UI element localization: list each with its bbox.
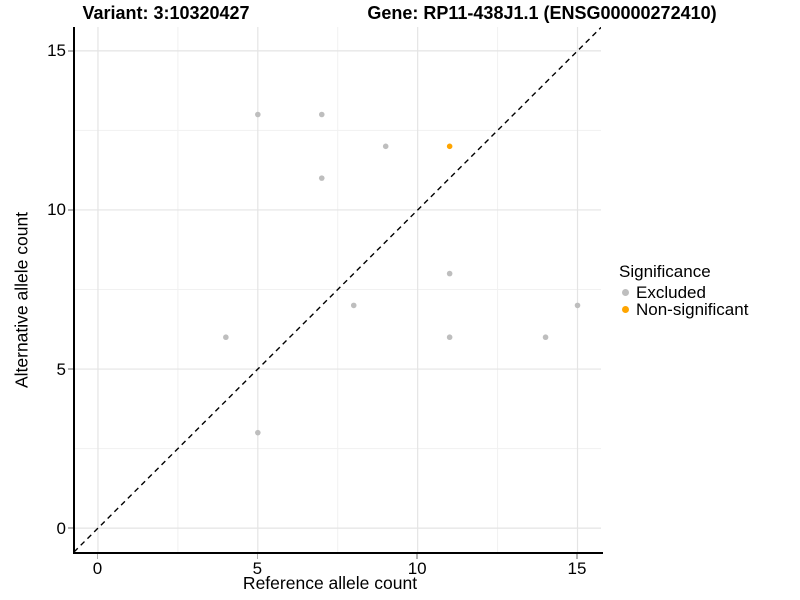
data-point-excluded [574, 302, 580, 309]
data-point-excluded [350, 302, 357, 309]
x-tick-mark [576, 554, 578, 559]
x-axis-line [72, 552, 603, 554]
plot-panel [73, 27, 601, 552]
y-tick-mark [68, 209, 73, 211]
data-point-excluded [542, 334, 548, 341]
x-tick-mark [96, 554, 99, 559]
y-axis-line [72, 27, 75, 554]
y-tick-mark [68, 50, 73, 52]
data-point-non-significant [446, 143, 452, 150]
x-tick-mark [416, 554, 418, 559]
legend-item-non-significant: Non-significant [619, 299, 749, 319]
x-tick-label: 0 [92, 558, 103, 578]
y-tick-label: 5 [56, 359, 66, 379]
data-point-excluded [318, 175, 325, 181]
data-point-excluded [382, 143, 389, 150]
y-tick-mark [68, 368, 73, 370]
data-point-excluded [254, 111, 261, 118]
x-tick-mark [256, 554, 259, 559]
gene-title: Gene: RP11-438J1.1 (ENSG00000272410) [367, 3, 717, 23]
legend-item-label: Non-significant [636, 299, 749, 319]
y-tick-label: 15 [47, 41, 66, 61]
x-tick-label: 15 [567, 558, 587, 578]
y-tick-label: 10 [47, 200, 66, 220]
x-axis-label: Reference allele count [242, 573, 418, 593]
x-tick-label: 10 [407, 558, 427, 578]
legend-item-label: Excluded [636, 282, 706, 302]
identity-line [73, 27, 601, 552]
legend: Significance Excluded Non-significant [619, 262, 749, 319]
data-point-excluded [254, 429, 261, 436]
legend-title: Significance [619, 262, 711, 281]
data-point-excluded [446, 334, 452, 341]
legend-item-excluded: Excluded [619, 282, 748, 302]
y-tick-label: 0 [56, 518, 66, 538]
data-point-excluded [318, 111, 325, 118]
variant-title: Variant: 3:10320427 [82, 3, 250, 23]
x-tick-label: 5 [252, 558, 263, 578]
legend-swatch-icon [622, 289, 629, 296]
data-point-excluded [446, 270, 452, 277]
y-tick-mark [68, 527, 73, 529]
legend-swatch-icon [622, 306, 629, 313]
data-point-excluded [222, 334, 229, 341]
plot-canvas [73, 27, 601, 552]
legend-items: Excluded Non-significant [619, 282, 749, 319]
